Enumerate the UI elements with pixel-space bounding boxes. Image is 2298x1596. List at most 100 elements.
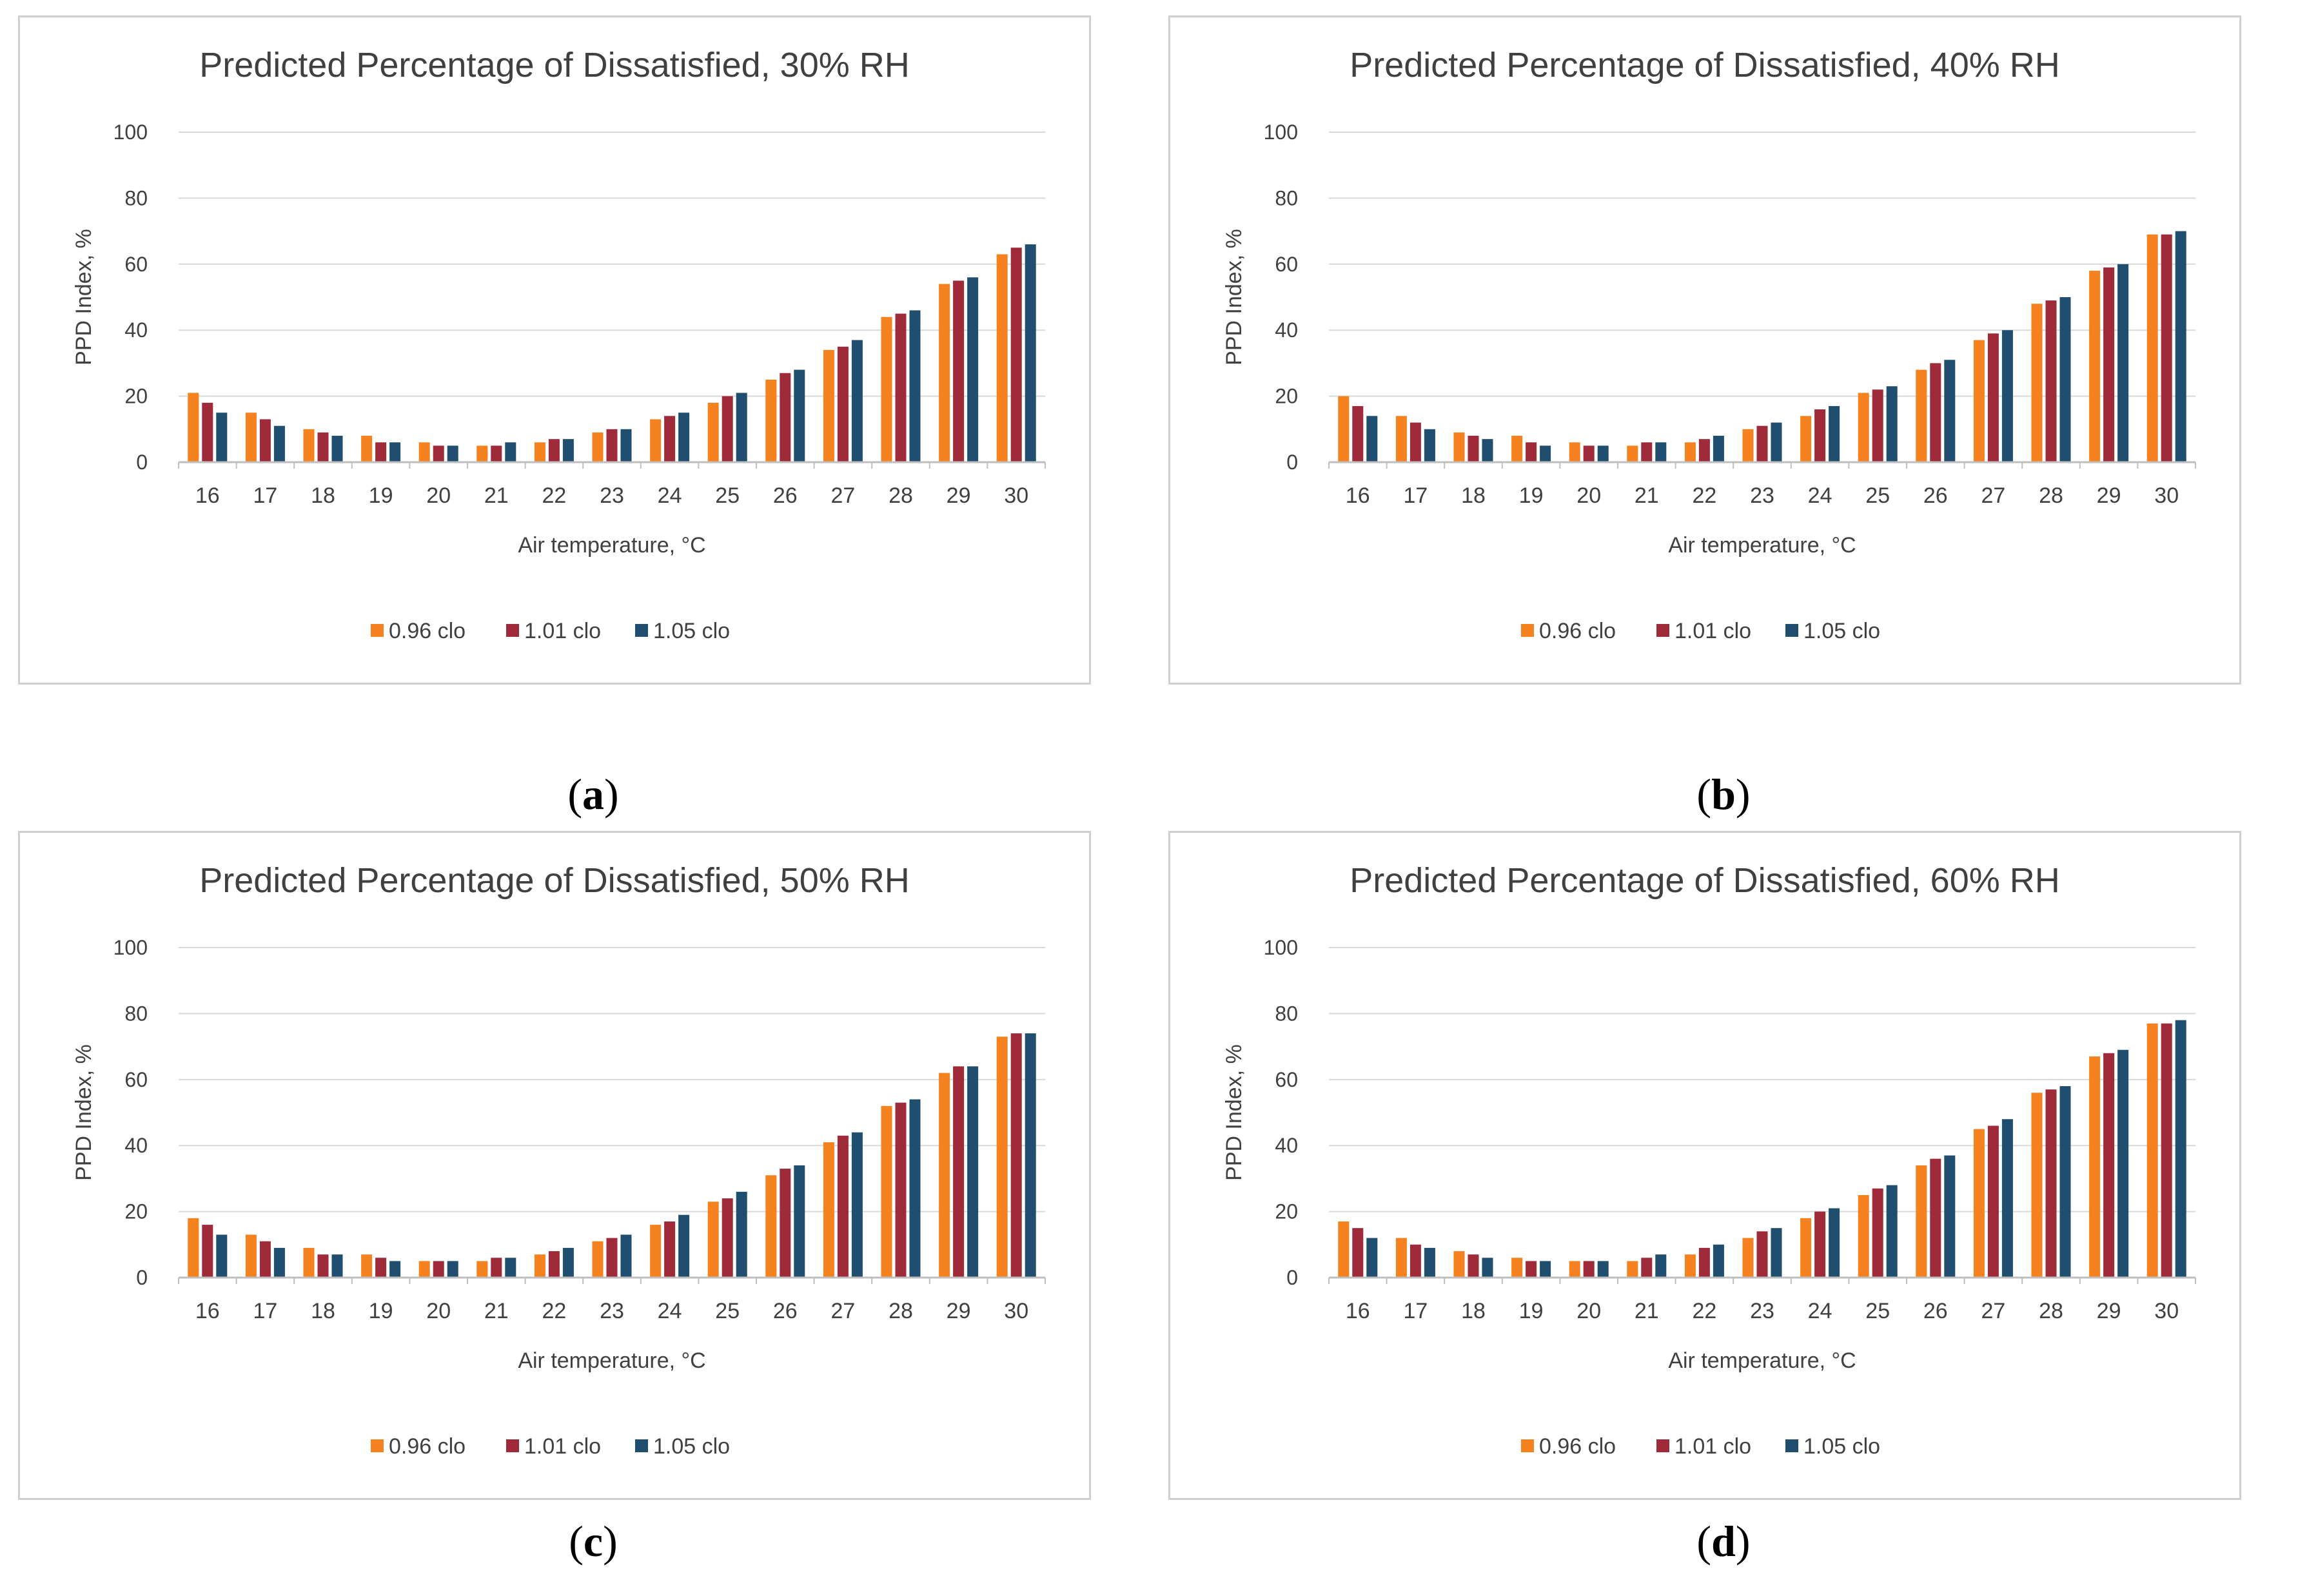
bar-105-clo-20 <box>447 445 458 462</box>
bar-105-clo-27 <box>2001 1119 2013 1278</box>
x-tick-label: 28 <box>2039 483 2063 508</box>
x-tick-label: 20 <box>426 1299 451 1323</box>
chart-svg-c: Predicted Percentage of Dissatisfied, 50… <box>72 861 1046 1459</box>
bar-105-clo-17 <box>1424 429 1435 462</box>
bar-101-clo-28 <box>895 313 907 462</box>
bar-101-clo-19 <box>375 1258 387 1278</box>
bar-105-clo-29 <box>2117 264 2129 462</box>
x-tick-label: 17 <box>1403 1299 1428 1323</box>
bar-096-clo-16 <box>1338 396 1350 462</box>
bar-096-clo-30 <box>996 254 1008 462</box>
legend-label-096-clo: 0.96 clo <box>389 619 466 643</box>
bar-101-clo-26 <box>1930 1158 1941 1278</box>
bar-101-clo-28 <box>895 1102 907 1278</box>
bar-096-clo-17 <box>245 413 257 462</box>
bar-096-clo-24 <box>650 419 662 462</box>
bar-096-clo-20 <box>1569 442 1580 462</box>
bar-105-clo-22 <box>562 439 574 462</box>
bar-096-clo-25 <box>1858 1195 1869 1278</box>
bar-101-clo-17 <box>1409 422 1421 462</box>
bar-096-clo-23 <box>592 1241 604 1278</box>
bar-101-clo-18 <box>1468 436 1479 462</box>
x-tick-label: 30 <box>1004 1299 1028 1323</box>
chart-title: Predicted Percentage of Dissatisfied, 30… <box>199 46 910 84</box>
bar-105-clo-17 <box>273 425 285 462</box>
y-tick-label: 60 <box>124 253 148 276</box>
bar-105-clo-21 <box>505 1258 516 1278</box>
x-tick-label: 16 <box>195 1299 220 1323</box>
bar-105-clo-29 <box>2117 1049 2129 1278</box>
x-tick-label: 21 <box>484 1299 509 1323</box>
bar-105-clo-18 <box>331 1254 343 1278</box>
x-axis-label: Air temperature, °C <box>1668 533 1856 558</box>
bar-105-clo-16 <box>216 1234 228 1278</box>
bar-096-clo-16 <box>188 393 199 462</box>
bar-105-clo-25 <box>1886 1185 1898 1278</box>
chart-title: Predicted Percentage of Dissatisfied, 50… <box>199 861 910 900</box>
y-tick-label: 0 <box>136 451 148 474</box>
chart-panel-a: Predicted Percentage of Dissatisfied, 30… <box>18 15 1091 685</box>
bar-096-clo-29 <box>939 284 950 462</box>
bar-096-clo-22 <box>534 1254 545 1278</box>
bar-105-clo-19 <box>389 442 401 462</box>
x-tick-label: 22 <box>542 483 566 508</box>
bar-101-clo-25 <box>722 396 733 462</box>
x-tick-label: 20 <box>1576 483 1601 508</box>
y-tick-label: 0 <box>1286 1266 1298 1289</box>
x-tick-label: 28 <box>889 483 913 508</box>
chart-svg-a: Predicted Percentage of Dissatisfied, 30… <box>72 46 1046 643</box>
bar-105-clo-17 <box>273 1247 285 1278</box>
chart-svg-b: Predicted Percentage of Dissatisfied, 40… <box>1222 46 2196 643</box>
x-tick-label: 21 <box>484 483 509 508</box>
legend-swatch-096-clo <box>371 1439 384 1452</box>
bar-105-clo-28 <box>2059 297 2071 462</box>
bar-101-clo-23 <box>1756 1231 1768 1278</box>
bar-105-clo-28 <box>2059 1086 2071 1278</box>
legend-swatch-105-clo <box>1785 1439 1798 1452</box>
x-tick-label: 27 <box>830 1299 855 1323</box>
bar-101-clo-28 <box>2045 300 2057 462</box>
legend-label-105-clo: 1.05 clo <box>653 1434 730 1459</box>
x-tick-label: 26 <box>1923 1299 1948 1323</box>
bar-105-clo-18 <box>1482 1258 1493 1278</box>
legend-label-101-clo: 1.01 clo <box>1674 1434 1751 1459</box>
y-tick-label: 0 <box>136 1266 148 1289</box>
bar-101-clo-22 <box>1698 1247 1710 1278</box>
bar-105-clo-30 <box>2175 1020 2186 1278</box>
bar-101-clo-23 <box>1756 425 1768 462</box>
bar-105-clo-30 <box>1025 1033 1036 1278</box>
x-tick-label: 29 <box>947 1299 971 1323</box>
legend-swatch-101-clo <box>1656 1439 1669 1452</box>
bar-096-clo-28 <box>2031 304 2043 462</box>
bar-096-clo-28 <box>881 1105 892 1278</box>
caption-letter-d: d <box>1711 1517 1736 1566</box>
bar-105-clo-19 <box>1540 1261 1551 1278</box>
x-tick-label: 25 <box>715 483 740 508</box>
bar-101-clo-29 <box>953 1066 965 1278</box>
bar-105-clo-22 <box>1713 436 1724 462</box>
x-tick-label: 18 <box>1461 483 1486 508</box>
bar-101-clo-22 <box>548 439 560 462</box>
bar-101-clo-26 <box>780 1169 791 1278</box>
bar-105-clo-20 <box>447 1261 458 1278</box>
bar-105-clo-27 <box>851 1132 863 1278</box>
bar-101-clo-29 <box>953 280 965 462</box>
x-tick-label: 16 <box>1346 1299 1370 1323</box>
y-tick-label: 20 <box>124 1200 148 1223</box>
bar-096-clo-17 <box>1395 1238 1407 1278</box>
bar-105-clo-24 <box>678 1214 690 1278</box>
y-axis-label: PPD Index, % <box>72 229 96 365</box>
bar-101-clo-21 <box>1641 1258 1653 1278</box>
bar-101-clo-20 <box>1583 445 1595 462</box>
bar-101-clo-16 <box>1352 405 1364 462</box>
bar-105-clo-17 <box>1424 1247 1435 1278</box>
bar-105-clo-23 <box>1771 422 1782 462</box>
bar-105-clo-20 <box>1597 445 1609 462</box>
bar-105-clo-24 <box>1829 1208 1840 1278</box>
bar-096-clo-30 <box>2146 234 2158 462</box>
bar-096-clo-29 <box>939 1073 950 1278</box>
bar-105-clo-25 <box>1886 386 1898 462</box>
bar-096-clo-21 <box>1627 1261 1638 1278</box>
bar-101-clo-16 <box>202 402 213 462</box>
caption-letter-b: b <box>1711 770 1736 819</box>
